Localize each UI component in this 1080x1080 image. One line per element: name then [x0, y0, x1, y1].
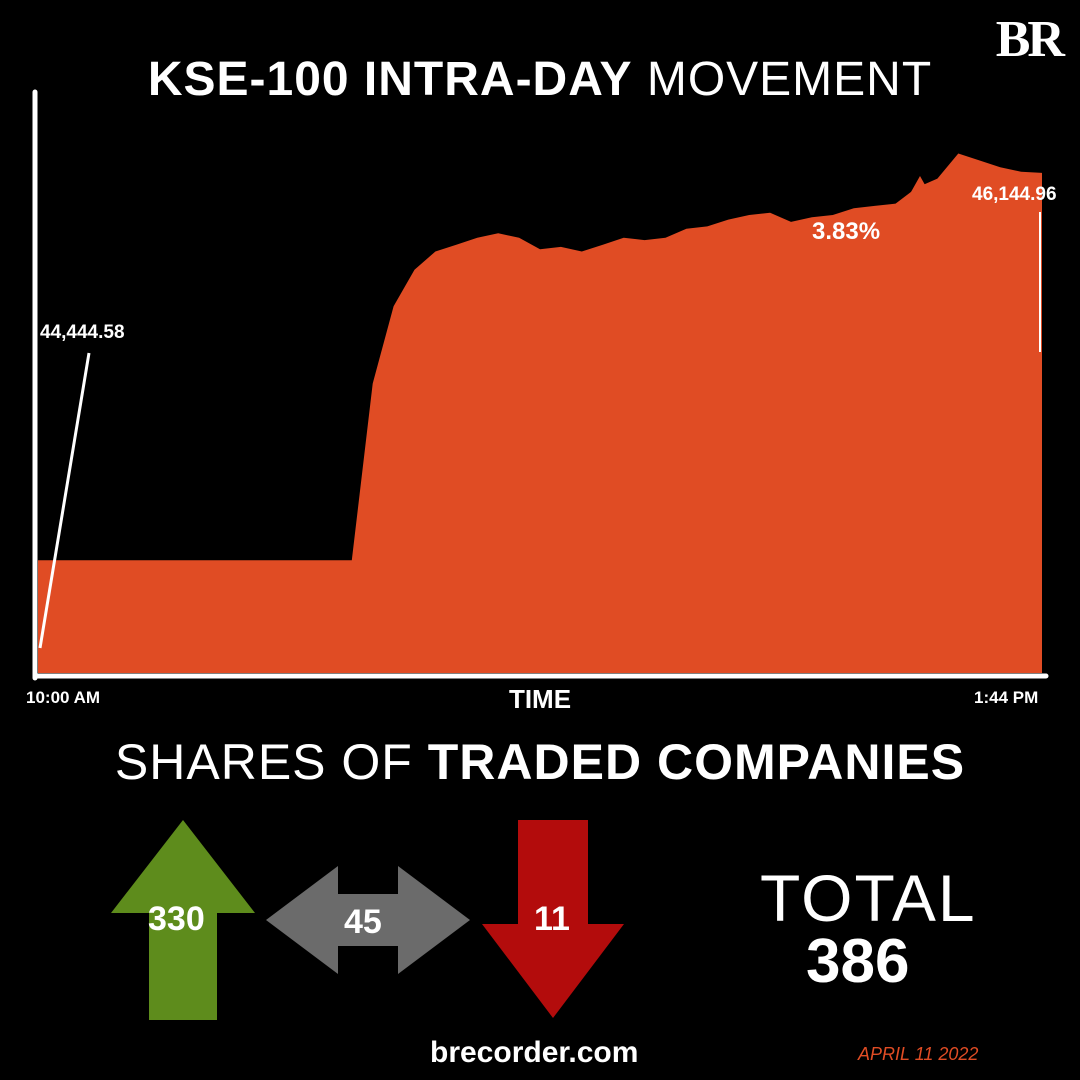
start-value-label: 44,444.58	[40, 322, 125, 343]
x-tick-start: 10:00 AM	[26, 688, 101, 707]
unchanged-double-arrow-icon	[266, 866, 470, 974]
x-tick-end: 1:44 PM	[974, 688, 1039, 707]
total-label: TOTAL	[760, 861, 977, 935]
shares-title: SHARES OF TRADED COMPANIES	[0, 733, 1080, 791]
total-value: 386	[806, 927, 910, 996]
brand-logo: BR	[995, 11, 1065, 68]
start-value-leader	[38, 352, 91, 649]
unchanged-count: 45	[344, 903, 382, 941]
chart-title-light: MOVEMENT	[646, 53, 933, 106]
decliners-count: 11	[534, 900, 570, 938]
advancers-up-arrow-icon	[111, 820, 255, 1020]
change-percent: 3.83%	[812, 218, 881, 245]
advancers-count: 330	[148, 900, 205, 938]
publish-date: APRIL 11 2022	[858, 1044, 979, 1064]
website-link[interactable]: brecorder.com	[430, 1036, 639, 1069]
chart-title-bold: KSE-100 INTRA-DAY	[147, 53, 633, 106]
decliners-down-arrow-icon	[482, 820, 624, 1018]
chart-title: KSE-100 INTRA-DAY MOVEMENT	[0, 52, 1080, 107]
index-area	[38, 153, 1042, 673]
x-axis-label: TIME	[508, 684, 572, 714]
change-up-arrow-icon	[902, 176, 938, 244]
end-value-label: 46,144.96	[972, 184, 1057, 205]
shares-title-light: SHARES OF	[114, 734, 413, 790]
shares-title-bold: TRADED COMPANIES	[427, 734, 966, 790]
